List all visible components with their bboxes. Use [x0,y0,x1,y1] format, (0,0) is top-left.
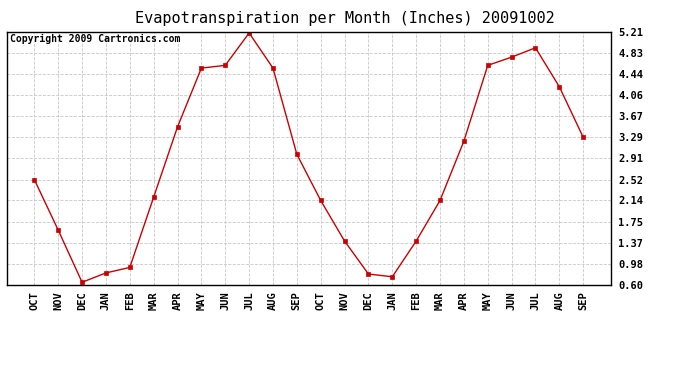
Text: Evapotranspiration per Month (Inches) 20091002: Evapotranspiration per Month (Inches) 20… [135,11,555,26]
Text: Copyright 2009 Cartronics.com: Copyright 2009 Cartronics.com [10,34,180,45]
